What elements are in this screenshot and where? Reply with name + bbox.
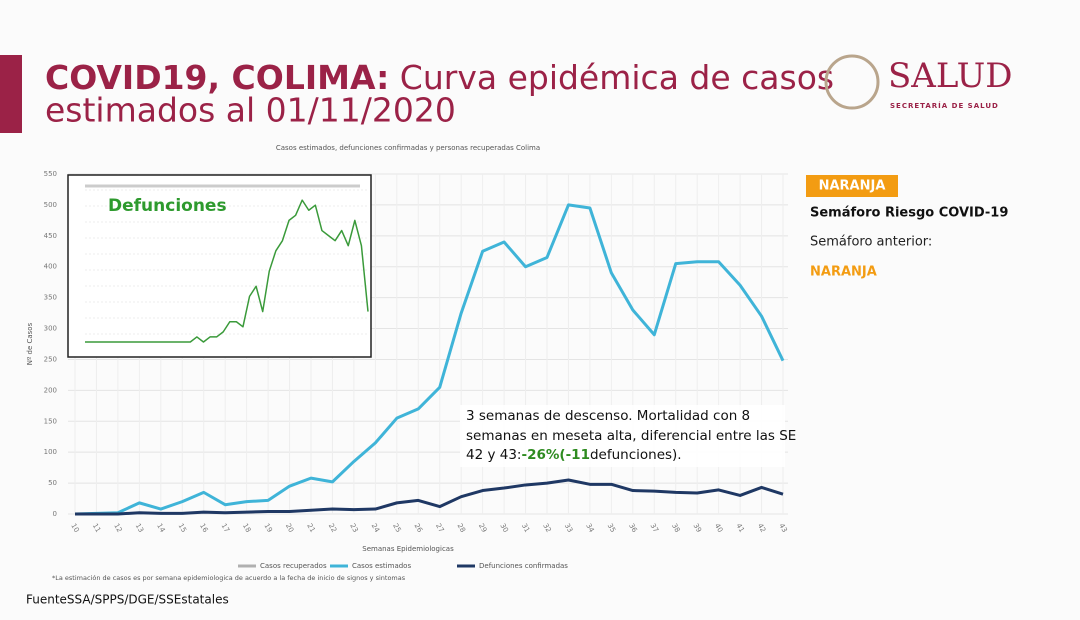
badge — [806, 175, 898, 197]
x-tick-label: 32 — [541, 522, 552, 534]
logo-subtitle: SECRETARÍA DE SALUD — [890, 101, 999, 110]
badge-text: NARANJA — [819, 179, 886, 194]
y-tick-label: 200 — [44, 386, 57, 394]
chart-title: Casos estimados, defunciones confirmadas… — [276, 144, 540, 152]
x-tick-label: 43 — [777, 522, 788, 534]
footnote: *La estimación de casos es por semana ep… — [52, 574, 406, 582]
y-tick-label: 250 — [44, 355, 57, 363]
y-tick-label: 400 — [44, 263, 57, 271]
logo-seal — [824, 54, 880, 110]
semaforo-anterior-value: NARANJA — [810, 265, 877, 280]
slide-title-line2: estimados al 01/11/2020 — [45, 91, 456, 130]
x-tick-label: 30 — [498, 522, 509, 534]
x-tick-label: 40 — [713, 522, 724, 534]
y-tick-label: 350 — [44, 294, 57, 302]
annotation: semanas en meseta alta, diferencial entr… — [466, 428, 796, 444]
x-tick-label: 37 — [649, 522, 660, 534]
y-tick-label: 0 — [53, 510, 57, 518]
x-tick-label: 23 — [348, 522, 359, 534]
x-tick-label: 18 — [241, 522, 252, 534]
x-tick-label: 33 — [563, 522, 574, 534]
x-tick-label: 21 — [305, 522, 316, 534]
x-tick-label: 29 — [477, 522, 488, 534]
semaforo-anterior: Semáforo anterior: — [810, 235, 932, 250]
y-tick-label: 50 — [48, 479, 57, 487]
x-tick-label: 35 — [606, 522, 617, 534]
accent-bar — [0, 55, 22, 133]
annotation: 42 y 43:-26%(-11defunciones). — [466, 447, 682, 463]
y-tick-label: 450 — [44, 232, 57, 240]
annotation: 3 semanas de descenso. Mortalidad con 8 — [466, 408, 750, 424]
legend-label: Defunciones confirmadas — [479, 562, 568, 570]
x-tick-label: 19 — [262, 522, 273, 534]
source: FuenteSSA/SPPS/DGE/SSEstatales — [26, 593, 229, 607]
x-tick-label: 27 — [434, 522, 445, 534]
x-tick-label: 36 — [627, 522, 639, 534]
x-tick-label: 39 — [691, 522, 702, 534]
x-axis-label: Semanas Epidemiologicas — [362, 545, 454, 553]
inset-frame — [67, 174, 372, 358]
x-tick-label: 24 — [370, 522, 382, 534]
x-tick-label: 42 — [756, 522, 767, 534]
x-tick-label: 16 — [198, 522, 210, 534]
y-tick-label: 550 — [44, 170, 57, 178]
series-line — [74, 203, 785, 516]
inset-title: Defunciones — [108, 196, 227, 216]
legend-label: Casos recuperados — [260, 562, 327, 570]
inset-line — [85, 199, 369, 343]
x-tick-label: 34 — [584, 522, 596, 534]
chart: Casos estimados, defunciones confirmadas… — [26, 144, 789, 582]
slide-title: COVID19, COLIMA: Curva epidémica de caso… — [45, 58, 834, 97]
annotation-box — [460, 405, 785, 467]
x-tick-label: 17 — [219, 522, 230, 534]
logo: SALUD — [888, 56, 1012, 96]
x-tick-label: 25 — [391, 522, 402, 534]
legend-label: Casos estimados — [352, 562, 411, 570]
x-tick-label: 26 — [413, 522, 425, 534]
x-tick-label: 14 — [155, 522, 167, 534]
y-tick-label: 150 — [44, 417, 57, 425]
x-tick-label: 31 — [520, 522, 531, 534]
series-line — [75, 478, 784, 516]
x-tick-label: 20 — [284, 522, 295, 534]
y-tick-label: 100 — [44, 448, 57, 456]
x-tick-label: 38 — [670, 522, 681, 534]
y-axis-label: Nº de Casos — [26, 322, 34, 365]
x-tick-label: 22 — [327, 522, 338, 534]
x-tick-label: 10 — [69, 522, 80, 534]
semaforo: Semáforo Riesgo COVID-19 — [810, 206, 1008, 221]
y-tick-label: 500 — [44, 201, 57, 209]
x-tick-label: 13 — [134, 522, 145, 534]
x-tick-label: 41 — [734, 522, 745, 534]
x-tick-label: 15 — [177, 522, 188, 534]
x-tick-label: 11 — [91, 522, 102, 534]
x-tick-label: 28 — [455, 522, 466, 534]
x-tick-label: 12 — [112, 522, 123, 534]
y-tick-label: 300 — [44, 325, 57, 333]
